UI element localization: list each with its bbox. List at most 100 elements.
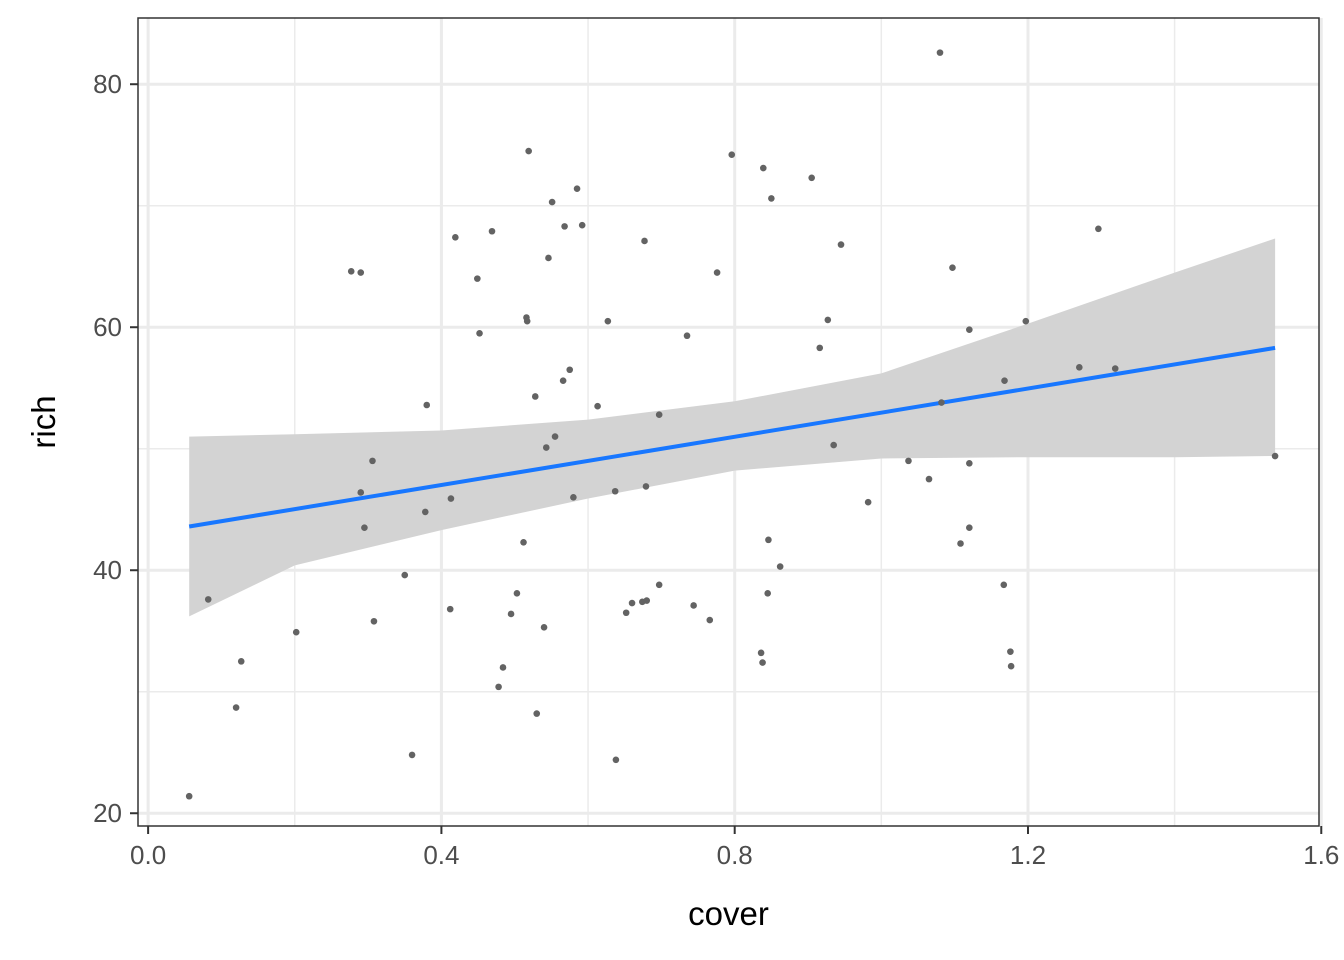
data-point bbox=[570, 494, 577, 501]
data-point bbox=[499, 664, 507, 671]
data-point bbox=[237, 658, 245, 665]
data-point bbox=[759, 164, 767, 172]
fit-line-layer bbox=[188, 345, 1276, 529]
data-point bbox=[776, 563, 784, 570]
x-tick-label: 0.0 bbox=[130, 840, 166, 870]
data-point bbox=[369, 457, 376, 465]
data-point bbox=[966, 460, 973, 467]
data-point bbox=[507, 610, 515, 618]
y-tick-label: 20 bbox=[93, 798, 122, 828]
data-point bbox=[1111, 365, 1119, 372]
y-tick-label: 80 bbox=[93, 69, 122, 99]
data-point bbox=[706, 616, 714, 624]
data-point bbox=[551, 433, 559, 440]
fit-line bbox=[188, 345, 1276, 529]
x-axis-title: cover bbox=[688, 895, 769, 932]
data-point bbox=[628, 599, 636, 607]
data-point bbox=[559, 377, 567, 384]
data-point bbox=[1007, 662, 1015, 670]
y-tick-label: 60 bbox=[93, 312, 122, 342]
data-point bbox=[357, 489, 365, 496]
data-point bbox=[683, 332, 691, 340]
data-point bbox=[728, 151, 736, 158]
data-point bbox=[573, 185, 581, 193]
data-point bbox=[1001, 377, 1008, 384]
data-point bbox=[768, 195, 775, 202]
data-point bbox=[523, 317, 531, 325]
data-point bbox=[401, 571, 409, 579]
data-point bbox=[757, 649, 765, 657]
data-point bbox=[594, 402, 601, 410]
data-point bbox=[292, 628, 300, 636]
data-point bbox=[531, 393, 539, 400]
data-point bbox=[513, 590, 521, 597]
data-point bbox=[690, 602, 697, 609]
data-point bbox=[204, 596, 212, 603]
data-point bbox=[370, 617, 378, 625]
data-point bbox=[864, 498, 872, 506]
data-point bbox=[1022, 317, 1030, 325]
data-point bbox=[957, 540, 964, 547]
data-point bbox=[476, 330, 483, 337]
data-point bbox=[642, 483, 650, 490]
data-point bbox=[566, 366, 574, 374]
data-point bbox=[495, 683, 502, 691]
data-point bbox=[1076, 364, 1083, 371]
data-point bbox=[1271, 452, 1279, 460]
confidence-band-layer bbox=[189, 238, 1276, 617]
data-point bbox=[816, 344, 824, 352]
data-point bbox=[525, 147, 532, 155]
data-point bbox=[966, 524, 973, 532]
points-layer bbox=[185, 49, 1279, 800]
data-point bbox=[447, 495, 455, 502]
data-point bbox=[905, 457, 912, 465]
data-point bbox=[347, 268, 355, 275]
axes: 0.0 0.4 0.8 1.2 1.6 20 40 60 80 bbox=[93, 69, 1339, 870]
data-point bbox=[966, 326, 973, 333]
data-point bbox=[578, 221, 586, 229]
data-point bbox=[759, 659, 766, 666]
x-tick-label: 0.8 bbox=[717, 840, 753, 870]
data-point bbox=[765, 536, 772, 544]
data-point bbox=[938, 399, 945, 406]
data-point bbox=[540, 624, 548, 631]
data-point bbox=[611, 487, 619, 495]
x-tick-label: 1.6 bbox=[1303, 840, 1339, 870]
data-point bbox=[533, 710, 541, 717]
data-point bbox=[604, 317, 612, 325]
data-point bbox=[622, 609, 630, 617]
data-point bbox=[925, 475, 933, 483]
panel-border bbox=[137, 17, 1320, 827]
data-point bbox=[764, 590, 771, 597]
data-point bbox=[655, 581, 663, 589]
data-point bbox=[1095, 225, 1102, 233]
data-point bbox=[713, 269, 721, 276]
data-point bbox=[824, 316, 832, 324]
data-point bbox=[446, 605, 454, 613]
data-point bbox=[808, 174, 815, 182]
data-point bbox=[185, 792, 193, 800]
data-point bbox=[474, 275, 481, 282]
x-tick-label: 1.2 bbox=[1010, 840, 1046, 870]
data-point bbox=[452, 234, 459, 241]
data-point bbox=[837, 241, 845, 248]
data-point bbox=[655, 411, 663, 419]
confidence-band bbox=[189, 238, 1276, 617]
data-point bbox=[542, 444, 550, 451]
y-axis-title: rich bbox=[25, 395, 62, 448]
data-point bbox=[643, 597, 651, 604]
data-point bbox=[423, 401, 431, 409]
data-point bbox=[545, 254, 552, 262]
data-point bbox=[520, 538, 527, 546]
data-point bbox=[408, 751, 416, 759]
data-point bbox=[232, 704, 240, 711]
data-point bbox=[488, 227, 496, 235]
data-point bbox=[548, 198, 556, 206]
y-tick-label: 40 bbox=[93, 555, 122, 585]
data-point bbox=[1007, 648, 1014, 655]
data-point bbox=[830, 441, 837, 449]
data-point bbox=[1000, 581, 1008, 589]
data-point bbox=[936, 49, 944, 56]
data-point bbox=[641, 237, 648, 245]
